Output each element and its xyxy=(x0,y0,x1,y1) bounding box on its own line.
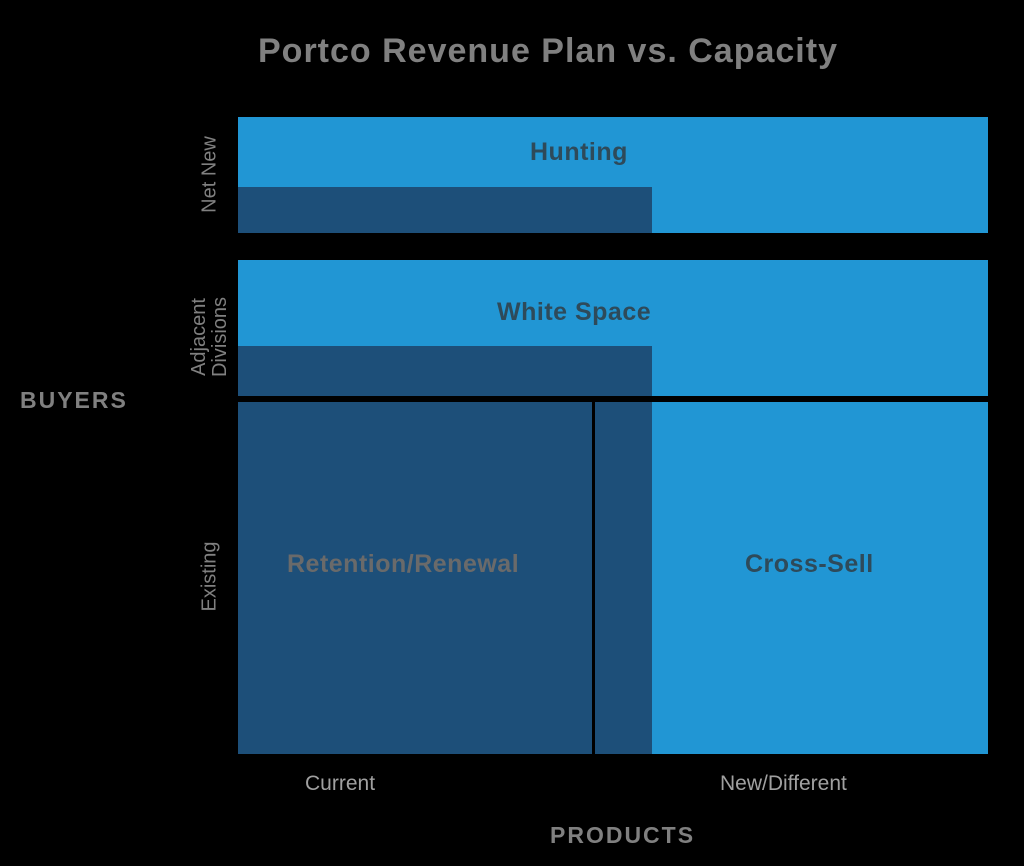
row-hsep xyxy=(238,398,988,402)
segment-label-crosssell: Cross-Sell xyxy=(745,550,874,579)
row-existing-divider xyxy=(592,400,595,754)
segment-label-hunting: Hunting xyxy=(530,138,628,167)
row-label-existing: Existing xyxy=(199,507,222,647)
row-label-adjacent-l1: Adjacent xyxy=(188,298,210,376)
chart-title: Portco Revenue Plan vs. Capacity xyxy=(258,32,838,71)
segment-label-whitespace: White Space xyxy=(497,298,651,327)
y-axis-title: BUYERS xyxy=(20,387,128,414)
diagram-stage: Portco Revenue Plan vs. Capacity BUYERS … xyxy=(0,0,1024,866)
x-tick-newdiff: New/Different xyxy=(720,772,847,796)
row-netnew-overlay xyxy=(238,187,652,233)
row-label-adjacent: AdjacentDivisions xyxy=(189,267,231,407)
x-tick-current: Current xyxy=(305,772,375,796)
row-label-netnew: Net New xyxy=(199,115,222,235)
row-label-adjacent-l2: Divisions xyxy=(209,297,231,377)
segment-label-retention: Retention/Renewal xyxy=(287,550,519,579)
x-axis-title: PRODUCTS xyxy=(550,822,695,849)
row-adjacent-overlay xyxy=(238,346,652,396)
